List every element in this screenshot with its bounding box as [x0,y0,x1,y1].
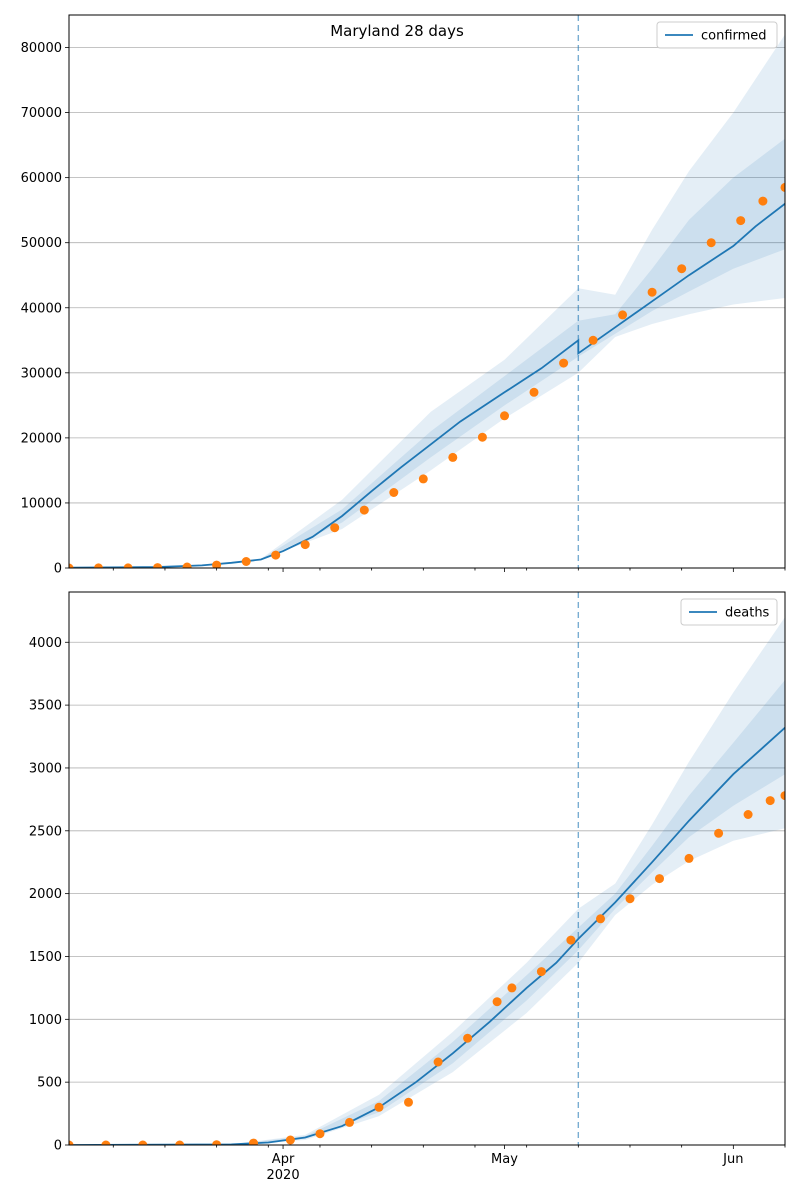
y-tick-label: 3500 [29,699,62,714]
data-point [559,358,569,368]
chart-title: Maryland 28 days [330,22,464,40]
data-point [492,997,502,1007]
data-point [315,1129,325,1139]
data-point [212,560,222,568]
y-tick-label: 0 [54,562,62,577]
data-point [677,264,687,274]
data-point [743,810,753,819]
data-point [69,1140,74,1145]
data-point [536,967,546,977]
data-point [249,1138,258,1145]
data-point [684,853,694,863]
confirmed-panel: 0 10000 20000 30000 40000 50000 60000 70000 8000… [21,14,786,577]
y-tick-label: 30000 [21,366,62,381]
uncertainty-band-2 [231,617,785,1145]
data-point [596,914,605,924]
axes-frame [68,14,786,569]
data-point [618,310,628,320]
y-tick-label: 1000 [29,1013,62,1028]
data-point [706,238,716,248]
uncertainty-band-3 [260,138,785,560]
y-tick-label: 70000 [21,106,62,121]
x-tick-label: May [491,1152,518,1167]
data-point [500,411,509,421]
data-point [271,550,281,560]
data-point [625,894,635,904]
data-point [433,1057,443,1067]
data-point [655,874,664,884]
y-tick-label: 500 [37,1076,62,1091]
data-point [123,563,133,568]
y-tick-label: 2500 [29,824,62,839]
data-point [300,540,310,550]
data-point [182,562,192,568]
y-tick-label: 1500 [29,950,62,965]
data-point [418,474,428,484]
y-tick-label: 50000 [21,236,62,251]
data-point [175,1140,185,1145]
y-tick-label: 60000 [21,171,62,186]
data-point [647,287,657,297]
data-point [359,505,369,515]
data-point [212,1140,222,1145]
data-point [404,1097,413,1107]
data-point [241,557,251,566]
x-tick-sublabel: 2020 [267,1168,300,1183]
data-point [765,796,775,806]
data-point [138,1140,148,1145]
y-tick-label: 20000 [21,431,62,446]
data-point [345,1117,354,1127]
legend-label: deaths [725,606,770,621]
data-point [153,563,163,568]
data-point [448,452,458,462]
plot-area [69,34,785,568]
y-tick-label: 0 [54,1139,62,1154]
y-tick-label: 3000 [29,761,62,776]
data-point [94,563,103,568]
data-point [374,1102,384,1112]
data-point [758,196,768,206]
data-point [101,1140,111,1145]
data-point [463,1033,473,1043]
y-tick-label: 2000 [29,887,62,902]
y-tick-label: 80000 [21,41,62,56]
data-point [330,523,340,533]
data-point [780,791,785,801]
x-tick-label: Jun [722,1152,743,1167]
uncertainty-band-2 [260,34,785,560]
data-point [389,488,399,497]
x-tick-label: Apr [272,1152,295,1167]
data-point [529,387,539,397]
data-point [507,983,517,993]
legend-label: confirmed [701,29,767,44]
legend-box [656,21,778,49]
y-tick-label: 10000 [21,496,62,511]
data-point [714,828,724,838]
axes-frame [68,591,786,1146]
data-point [477,432,487,442]
data-point [780,182,785,192]
data-point [588,335,598,345]
data-point [736,216,746,226]
y-tick-label: 40000 [21,301,62,316]
data-point [69,563,74,568]
data-point [566,935,576,945]
plot-area [69,617,785,1145]
legend-box [680,598,778,626]
y-tick-label: 4000 [29,636,62,651]
data-point [285,1135,295,1145]
